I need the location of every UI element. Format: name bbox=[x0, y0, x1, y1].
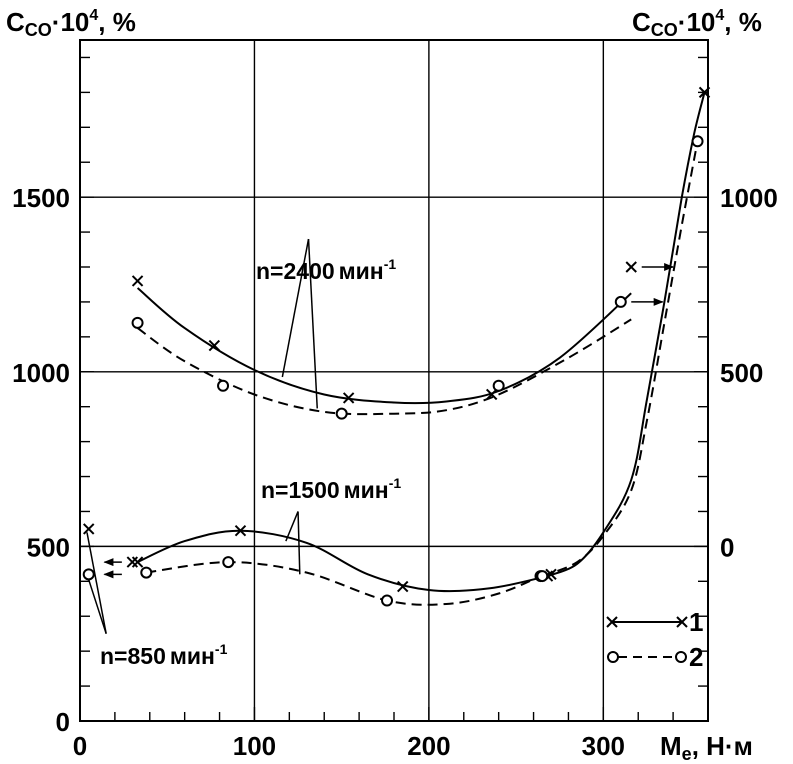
pointer-line-5 bbox=[86, 574, 107, 634]
point-right-2-0 bbox=[536, 570, 549, 583]
series-line-right-2 bbox=[541, 141, 699, 578]
axis-arrows bbox=[103, 263, 675, 579]
point-n850-2-0 bbox=[82, 568, 95, 581]
x-tick-label-0: 0 bbox=[73, 731, 87, 761]
point-right-1-2 bbox=[698, 86, 711, 99]
point-n2400-2-2 bbox=[335, 407, 348, 420]
point-n2400-1-1 bbox=[208, 339, 221, 352]
legend: 1 2 bbox=[606, 607, 703, 672]
x-tick-label-2: 200 bbox=[407, 731, 450, 761]
point-n2400-1-4 bbox=[625, 261, 637, 273]
point-n1500-2-0 bbox=[140, 566, 153, 579]
tick-marks bbox=[80, 56, 708, 721]
series-line-n2400-2 bbox=[137, 318, 632, 416]
series-line-n2400-1 bbox=[136, 287, 632, 405]
left-tick-label-2: 1000 bbox=[12, 358, 70, 388]
point-n2400-1-3 bbox=[485, 388, 498, 401]
x-tick-label-3: 300 bbox=[582, 731, 625, 761]
annotation-n850: n=850 мин-1 bbox=[100, 641, 228, 669]
right-axis-label: CCO·104, % bbox=[632, 7, 762, 40]
pointer-line-4 bbox=[86, 532, 107, 634]
tick-labels: 0 100 200 300 0 500 1000 1500 0 500 1000 bbox=[12, 183, 778, 761]
point-n2400-1-2 bbox=[342, 392, 355, 404]
point-n1500-2-2 bbox=[381, 594, 394, 607]
point-n2400-2-0 bbox=[131, 316, 144, 329]
data-markers bbox=[82, 86, 711, 607]
annotation-n1500: n=1500 мин-1 bbox=[261, 475, 401, 503]
series-lines bbox=[136, 92, 706, 606]
legend-marker-x-right bbox=[676, 616, 688, 628]
legend-marker-o-left bbox=[607, 651, 619, 663]
legend-marker-x-left bbox=[606, 616, 618, 628]
right-tick-label-0: 0 bbox=[720, 532, 734, 562]
point-n2400-2-3 bbox=[492, 379, 505, 392]
point-n2400-2-4 bbox=[614, 295, 627, 308]
point-n1500-1-2 bbox=[397, 580, 409, 593]
point-n2400-1-0 bbox=[131, 275, 144, 287]
series-line-n1500-2 bbox=[146, 561, 541, 606]
point-n1500-1-0 bbox=[131, 556, 144, 568]
pointer-line-1 bbox=[307, 239, 318, 409]
pointer-line-3 bbox=[297, 511, 301, 575]
legend-label-2: 2 bbox=[689, 642, 703, 672]
legend-label-1: 1 bbox=[689, 607, 703, 637]
right-tick-label-2: 1000 bbox=[720, 183, 778, 213]
grid bbox=[80, 40, 708, 721]
annotation-n2400: n=2400 мин-1 bbox=[256, 256, 396, 284]
legend-marker-o-right bbox=[675, 651, 687, 663]
left-axis-label: CCO·104, % bbox=[6, 7, 136, 40]
left-tick-label-3: 1500 bbox=[12, 183, 70, 213]
x-tick-label-1: 100 bbox=[233, 731, 276, 761]
left-tick-label-1: 500 bbox=[27, 532, 70, 562]
point-right-2-1 bbox=[691, 135, 704, 148]
x-axis-label: Me, Н·м bbox=[660, 731, 753, 764]
point-right-1-0 bbox=[126, 556, 139, 568]
right-tick-label-1: 500 bbox=[720, 358, 763, 388]
point-n1500-1-1 bbox=[234, 524, 247, 537]
point-n850-1-0 bbox=[83, 523, 95, 535]
point-n2400-2-1 bbox=[217, 379, 230, 392]
annotation-pointers bbox=[86, 238, 318, 634]
left-tick-label-0: 0 bbox=[56, 707, 70, 737]
pointer-line-0 bbox=[281, 238, 310, 378]
point-n1500-2-1 bbox=[222, 556, 235, 569]
series-line-n1500-1 bbox=[137, 529, 548, 593]
